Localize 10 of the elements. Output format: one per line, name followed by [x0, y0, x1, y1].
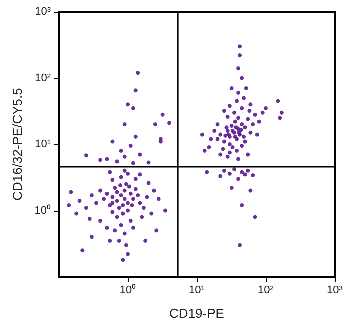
x-axis-title: CD19-PE — [170, 306, 225, 321]
y-axis-title: CD16/32-PE/CY5.5 — [10, 88, 25, 201]
x-tick-label: 10³ — [327, 284, 344, 296]
y-tick-label: 10¹ — [35, 138, 52, 150]
y-tick-label: 10³ — [35, 6, 52, 18]
x-tick-label: 10⁰ — [120, 284, 136, 296]
y-tick-label: 10² — [35, 72, 52, 84]
x-tick-label: 10² — [258, 284, 274, 296]
y-tick-label: 10⁰ — [34, 204, 51, 217]
x-tick-label: 10¹ — [189, 284, 206, 296]
